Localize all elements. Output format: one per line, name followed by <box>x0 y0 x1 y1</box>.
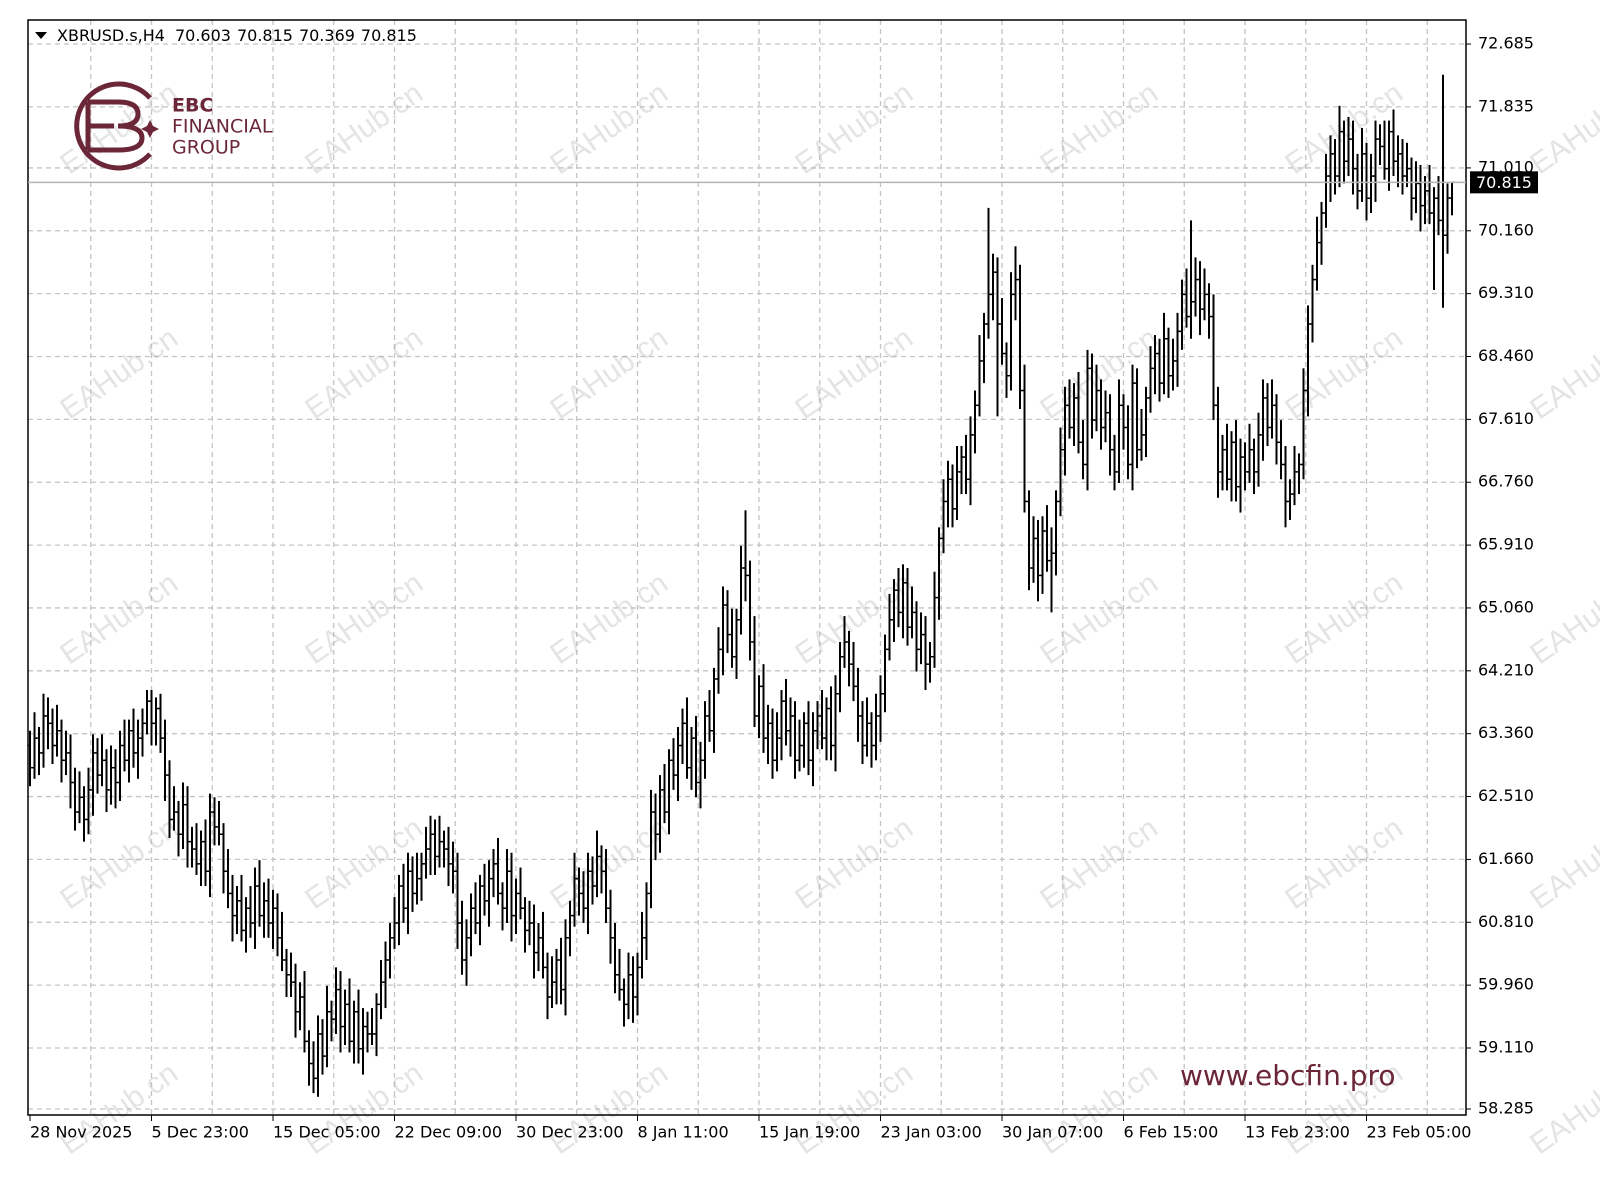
open-value: 70.603 <box>175 26 231 45</box>
x-tick-label: 15 Jan 19:00 <box>759 1123 860 1142</box>
header-arrow <box>35 32 47 39</box>
header: XBRUSD.s,H4 70.603 70.815 70.369 70.815 <box>35 26 417 45</box>
symbol: XBRUSD.s,H4 <box>57 26 165 45</box>
high-value: 70.815 <box>237 26 293 45</box>
logo-text: GROUP <box>172 137 240 159</box>
y-tick-label: 63.360 <box>1478 723 1534 742</box>
price-label: 70.815 <box>1476 173 1532 192</box>
y-tick-label: 65.910 <box>1478 535 1534 554</box>
website: www.ebcfin.pro <box>1180 1059 1396 1092</box>
x-tick-label: 13 Feb 23:00 <box>1245 1123 1350 1142</box>
y-tick-label: 59.110 <box>1478 1037 1534 1056</box>
logo-text: FINANCIAL <box>172 116 273 138</box>
y-tick-label: 60.810 <box>1478 912 1534 931</box>
x-tick-label: 23 Jan 03:00 <box>881 1123 982 1142</box>
x-tick-label: 30 Jan 07:00 <box>1002 1123 1103 1142</box>
x-tick-label: 6 Feb 15:00 <box>1124 1123 1219 1142</box>
y-tick-label: 71.835 <box>1478 96 1534 115</box>
y-tick-label: 70.160 <box>1478 220 1534 239</box>
y-tick-label: 58.285 <box>1478 1099 1534 1118</box>
plot-frame <box>27 19 1467 1116</box>
y-tick-label: 66.760 <box>1478 472 1534 491</box>
y-tick-label: 67.610 <box>1478 409 1534 428</box>
logo-ring <box>74 81 152 171</box>
close-value: 70.815 <box>361 26 417 45</box>
bars <box>27 74 1455 1097</box>
logo: EBC FINANCIAL GROUP <box>74 81 273 171</box>
logo-star <box>141 120 159 138</box>
x-tick-label: 28 Nov 2025 <box>30 1123 132 1142</box>
x-tick-label: 8 Jan 11:00 <box>638 1123 729 1142</box>
grid <box>28 20 1466 1115</box>
y-tick-label: 59.960 <box>1478 975 1534 994</box>
x-tick-label: 22 Dec 09:00 <box>395 1123 503 1142</box>
x-tick-label: 5 Dec 23:00 <box>152 1123 249 1142</box>
y-tick-label: 64.210 <box>1478 660 1534 679</box>
price-label-box <box>1470 171 1538 194</box>
x-tick-label: 15 Dec 05:00 <box>273 1123 381 1142</box>
y-tick-label: 68.460 <box>1478 346 1534 365</box>
y-tick-label: 61.660 <box>1478 849 1534 868</box>
low-value: 70.369 <box>299 26 355 45</box>
logo-mark <box>85 99 145 153</box>
x-tick-label: 30 Dec 23:00 <box>516 1123 624 1142</box>
x-tick-label: 23 Feb 05:00 <box>1367 1123 1472 1142</box>
header-text: XBRUSD.s,H4 70.603 70.815 70.369 70.815 <box>57 26 417 45</box>
y-tick-label: 65.060 <box>1478 597 1534 616</box>
logo-text: EBC <box>172 95 213 117</box>
y-tick-label: 69.310 <box>1478 283 1534 302</box>
y-tick-label: 72.685 <box>1478 34 1534 53</box>
y-tick-label: 62.510 <box>1478 786 1534 805</box>
